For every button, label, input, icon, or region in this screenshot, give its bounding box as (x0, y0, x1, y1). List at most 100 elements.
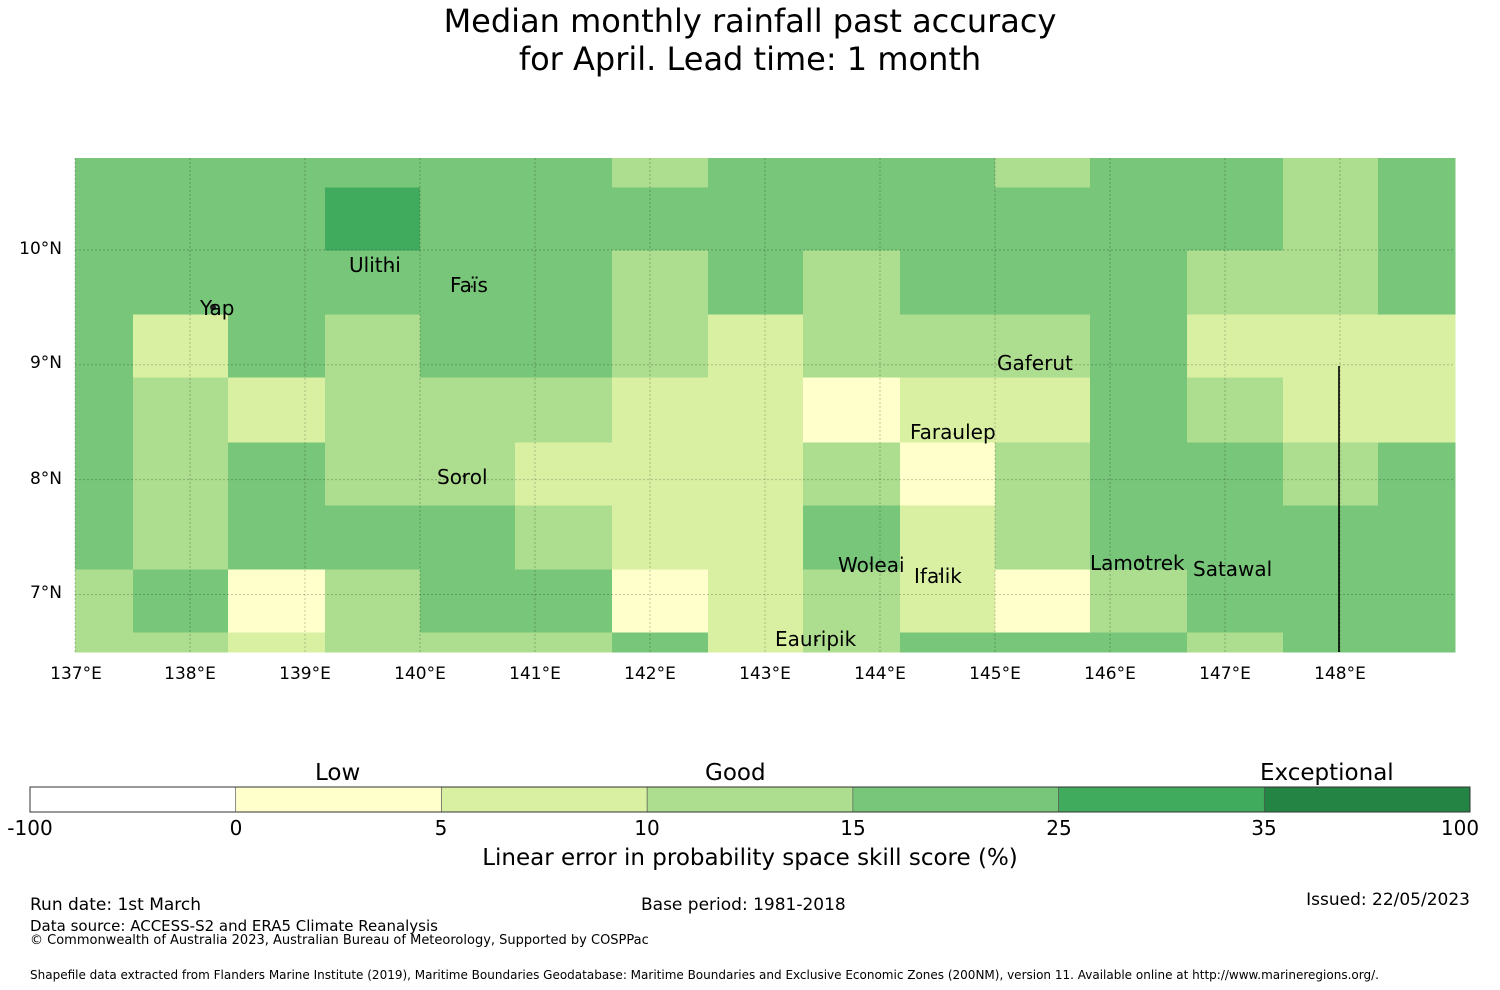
skill-cell (1378, 314, 1456, 378)
skill-cell (803, 314, 901, 378)
colorbar-segment (646, 786, 854, 813)
place-label-woleai: Woleai (838, 553, 905, 577)
skill-cell (228, 377, 326, 443)
skill-cell (325, 505, 421, 570)
skill-cell (515, 442, 613, 506)
colorbar-segments (29, 786, 1471, 813)
skill-cell (803, 187, 901, 251)
skill-cell (1090, 569, 1188, 633)
shapefile-credit-text: Shapefile data extracted from Flanders M… (30, 968, 1379, 982)
skill-cell (75, 314, 134, 378)
skill-cell (1283, 187, 1379, 251)
place-label-sorol: Sorol (437, 465, 488, 489)
skill-cell (325, 314, 421, 378)
skill-cell (612, 187, 709, 251)
skill-grid-cells (75, 158, 1456, 653)
skill-cell (133, 505, 229, 570)
chart-title-line2: for April. Lead time: 1 month (518, 40, 982, 78)
lat-tick-label: 9°N (29, 353, 62, 373)
skill-cell (1283, 377, 1379, 443)
island-marker (815, 639, 818, 642)
skill-cell (1378, 187, 1456, 251)
skill-cell (325, 158, 421, 188)
skill-cell (133, 569, 229, 633)
skill-cell (420, 314, 516, 378)
skill-cell (325, 187, 421, 251)
skill-cell (995, 505, 1091, 570)
skill-cell (900, 442, 996, 506)
skill-cell (515, 187, 613, 251)
skill-cell (515, 569, 613, 633)
skill-cell (803, 505, 901, 570)
skill-cell (75, 377, 134, 443)
skill-cell (325, 632, 421, 653)
skill-cell (900, 505, 996, 570)
place-label-ulithi: Ulithi (349, 253, 401, 277)
skill-cell (803, 442, 901, 506)
skill-cell (708, 569, 804, 633)
skill-cell (1283, 442, 1379, 506)
skill-cell (708, 442, 804, 506)
skill-cell (75, 158, 134, 188)
skill-cell (420, 442, 516, 506)
skill-cell (1378, 442, 1456, 506)
colorbar-tick-label: 100 (1440, 816, 1480, 840)
skill-cell (995, 377, 1091, 443)
skill-cell (1187, 187, 1284, 251)
skill-cell (228, 505, 326, 570)
skill-cell (133, 377, 229, 443)
colorbar-segment (29, 786, 237, 813)
colorbar-zone-exceptional: Exceptional (1260, 760, 1394, 786)
colorbar-segment (1058, 786, 1265, 813)
skill-cell (420, 187, 516, 251)
skill-cell (1090, 505, 1188, 570)
skill-cell (420, 505, 516, 570)
lon-tick-label: 144°E (854, 664, 906, 684)
skill-cell (420, 250, 516, 315)
skill-cell (1378, 569, 1456, 633)
place-label-ifalik: Ifalik (914, 564, 962, 588)
skill-cell (803, 158, 901, 188)
skill-cell (420, 632, 516, 653)
skill-cell (1187, 569, 1284, 633)
colorbar-tick-label: 5 (434, 816, 448, 840)
skill-cell (1283, 158, 1379, 188)
skill-cell (420, 158, 516, 188)
skill-cell (75, 442, 134, 506)
skill-cell (1378, 505, 1456, 570)
colorbar-segment (852, 786, 1059, 813)
skill-cell (612, 442, 709, 506)
skill-cell (900, 377, 996, 443)
skill-cell (228, 442, 326, 506)
skill-cell (75, 569, 134, 633)
skill-cell (900, 569, 996, 633)
skill-cell (1283, 250, 1379, 315)
skill-cell (1283, 632, 1379, 653)
skill-cell (803, 250, 901, 315)
place-label-satawal: Satawal (1193, 557, 1273, 581)
skill-cell (708, 187, 804, 251)
lat-tick-label: 8°N (29, 469, 62, 489)
skill-cell (1378, 158, 1456, 188)
colorbar-tick-label: 35 (1251, 816, 1277, 840)
skill-cell (1090, 158, 1188, 188)
skill-cell (515, 632, 613, 653)
skill-cell (708, 158, 804, 188)
skill-cell (228, 158, 326, 188)
skill-cell (1187, 377, 1284, 443)
lon-tick-label: 140°E (394, 664, 446, 684)
skill-cell (1187, 632, 1284, 653)
island-marker (869, 562, 872, 565)
island-marker (390, 265, 393, 269)
skill-cell (708, 250, 804, 315)
colorbar-segment (235, 786, 442, 813)
island-marker (462, 475, 465, 478)
skill-cell (803, 569, 901, 633)
place-label-eauripik: Eauripik (775, 627, 857, 651)
lon-tick-label: 146°E (1084, 664, 1136, 684)
skill-cell (1187, 442, 1284, 506)
skill-cell (420, 569, 516, 633)
skill-cell (515, 377, 613, 443)
skill-cell (1090, 250, 1188, 315)
skill-cell (1187, 158, 1284, 188)
